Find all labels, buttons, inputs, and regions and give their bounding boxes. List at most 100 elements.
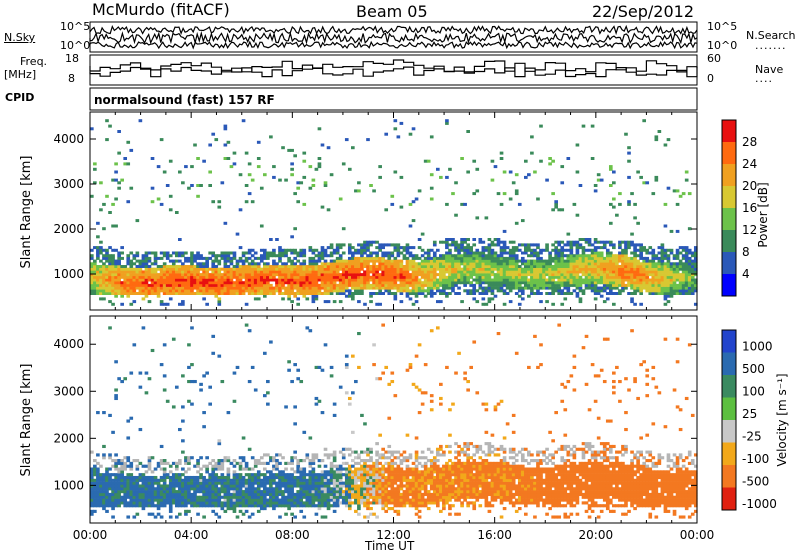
velocity-cell xyxy=(320,504,325,508)
power-cell xyxy=(487,275,492,279)
power-cell xyxy=(102,286,106,290)
power-cell xyxy=(645,286,650,290)
power-cell xyxy=(663,248,668,252)
power-cell xyxy=(171,286,176,290)
power-cell xyxy=(93,270,97,274)
power-cell xyxy=(545,267,549,271)
power-cell xyxy=(575,143,580,147)
power-cell xyxy=(102,227,106,231)
power-cell xyxy=(165,292,170,295)
power-cell xyxy=(360,259,364,263)
velocity-cell xyxy=(326,478,331,482)
power-cell xyxy=(338,197,343,201)
power-cell xyxy=(472,278,477,282)
power-cell xyxy=(490,278,495,282)
power-cell xyxy=(117,275,121,279)
power-cell xyxy=(572,275,577,279)
power-cell xyxy=(408,202,413,206)
velocity-cell xyxy=(335,492,340,497)
power-cell xyxy=(578,238,583,241)
velocity-cell xyxy=(262,351,267,355)
velocity-cell xyxy=(150,504,155,508)
velocity-cell xyxy=(187,501,191,505)
power-cell xyxy=(584,286,589,290)
power-cell xyxy=(590,243,595,247)
velocity-cell xyxy=(235,501,240,505)
velocity-cell xyxy=(123,478,128,482)
velocity-cell xyxy=(93,487,97,491)
power-cell xyxy=(520,281,525,285)
velocity-cell xyxy=(296,377,301,381)
power-cell xyxy=(223,289,228,293)
velocity-cell xyxy=(269,504,273,508)
velocity-cell xyxy=(278,481,282,485)
power-cell xyxy=(247,286,252,290)
power-cell xyxy=(618,292,622,295)
power-cell xyxy=(648,251,653,255)
power-cell xyxy=(496,270,501,274)
power-cell xyxy=(314,278,319,282)
velocity-cell xyxy=(357,492,361,497)
velocity-cell xyxy=(144,501,149,505)
power-cell xyxy=(435,286,440,290)
power-cell xyxy=(539,300,543,304)
velocity-cell xyxy=(202,490,206,494)
power-cell xyxy=(533,275,537,279)
velocity-cell xyxy=(329,374,334,378)
velocity-cell xyxy=(317,464,322,468)
power-cell xyxy=(493,238,498,241)
power-cell xyxy=(378,292,382,295)
velocity-cell xyxy=(108,504,112,508)
power-cell xyxy=(457,265,461,268)
velocity-cell xyxy=(302,492,307,497)
power-cell xyxy=(657,278,662,282)
power-cell xyxy=(174,273,179,277)
power-cell xyxy=(639,243,643,247)
velocity-cell xyxy=(129,501,134,505)
power-cell xyxy=(596,270,601,274)
power-cell xyxy=(612,262,616,266)
velocity-cell xyxy=(159,492,164,497)
power-cell xyxy=(247,273,252,277)
power-cell xyxy=(651,289,656,293)
velocity-cell xyxy=(360,413,364,417)
power-cell xyxy=(451,240,455,244)
power-cell xyxy=(645,283,650,287)
velocity-cell xyxy=(369,487,373,491)
power-cell xyxy=(184,289,188,293)
power-cell xyxy=(117,289,121,293)
velocity-cell xyxy=(369,475,373,480)
power-cell xyxy=(484,267,489,271)
power-cell xyxy=(575,292,580,295)
power-cell xyxy=(190,275,194,279)
power-cell xyxy=(117,283,121,287)
power-cell xyxy=(351,283,355,287)
power-cell xyxy=(466,292,470,295)
power-cell xyxy=(442,262,446,266)
power-cell xyxy=(314,270,319,274)
velocity-cell xyxy=(244,484,249,488)
power-cell xyxy=(311,267,316,271)
power-cell xyxy=(517,267,522,271)
power-cell xyxy=(660,262,665,266)
velocity-cell xyxy=(156,512,161,516)
velocity-cell xyxy=(114,484,118,488)
power-cell xyxy=(666,286,671,290)
power-cell xyxy=(466,270,470,274)
power-cell xyxy=(366,286,370,290)
velocity-cell xyxy=(363,495,367,499)
power-cell xyxy=(463,289,467,293)
power-cell xyxy=(214,283,219,287)
velocity-cell xyxy=(114,360,118,364)
velocity-cell xyxy=(153,492,158,497)
power-cell xyxy=(630,265,634,268)
power-cell xyxy=(639,273,643,277)
power-cell xyxy=(196,157,200,160)
velocity-cell xyxy=(214,512,219,516)
power-cell xyxy=(120,281,124,285)
power-cell xyxy=(648,281,653,285)
power-cell xyxy=(102,265,106,268)
power-cell xyxy=(387,243,392,247)
velocity-cell xyxy=(202,498,206,502)
power-cell xyxy=(630,256,634,260)
